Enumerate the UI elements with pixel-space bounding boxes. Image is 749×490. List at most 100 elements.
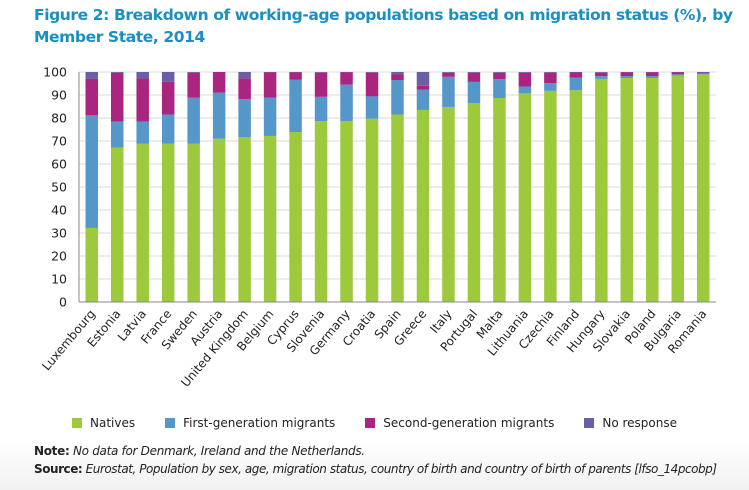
source: Source: Eurostat, Population by sex, age… <box>34 462 717 476</box>
bar-segment <box>212 138 226 302</box>
bar-segment <box>595 78 608 303</box>
bars <box>85 72 710 303</box>
bar-stack <box>85 72 98 302</box>
legend-swatch-no-response <box>584 418 595 428</box>
bar-stack <box>544 72 557 302</box>
y-tick-label: 100 <box>43 65 67 80</box>
y-tick-label: 90 <box>51 88 67 103</box>
bar-segment <box>85 78 98 116</box>
bar-segment <box>518 72 532 73</box>
figure-title: Figure 2: Breakdown of working-age popul… <box>34 6 733 46</box>
note-label: Note: <box>34 444 70 458</box>
bar-stack <box>646 72 659 302</box>
y-tick-label: 30 <box>51 226 67 241</box>
bar-segment <box>85 115 98 228</box>
bar-segment <box>467 81 481 104</box>
bar-segment <box>416 109 430 302</box>
bar-segment <box>85 72 98 79</box>
y-tick-label: 80 <box>51 111 67 126</box>
bar-stack <box>212 72 226 302</box>
y-axis-tick-labels: 0 10 20 30 40 50 60 70 80 90 100 <box>43 65 67 310</box>
bar-segment <box>238 99 251 138</box>
bar-segment <box>442 106 455 303</box>
y-tick-label: 60 <box>51 157 67 172</box>
bar-stack <box>467 72 481 302</box>
bar-segment <box>697 73 710 74</box>
bar-segment <box>416 72 430 86</box>
bar-segment <box>263 97 277 136</box>
bar-stack <box>314 72 328 302</box>
bar-segment <box>544 90 557 302</box>
bar-segment <box>110 147 124 302</box>
bar-segment <box>161 143 175 302</box>
bar-stack <box>442 72 455 303</box>
bar-segment <box>595 76 608 79</box>
bar-segment <box>544 83 557 91</box>
bar-segment <box>187 72 200 98</box>
bar-segment <box>85 227 98 302</box>
legend-swatch-first-generation <box>165 418 176 428</box>
y-tick-label: 0 <box>59 295 67 310</box>
bar-segment <box>620 77 634 302</box>
bar-segment <box>544 72 557 73</box>
bar-segment <box>365 96 379 119</box>
bar-segment <box>442 72 455 73</box>
bar-segment <box>238 78 251 100</box>
bar-segment <box>467 72 481 82</box>
legend: Natives First-generation migrants Second… <box>0 416 749 430</box>
bar-segment <box>646 76 659 78</box>
bar-segment <box>493 97 506 302</box>
legend-label: Second-generation migrants <box>383 416 555 430</box>
bar-stack <box>697 72 710 302</box>
y-tick-label: 50 <box>51 180 67 195</box>
legend-swatch-second-generation <box>365 418 376 428</box>
bar-segment <box>544 72 557 84</box>
bar-segment <box>187 72 200 73</box>
note: Note: No data for Denmark, Ireland and t… <box>34 444 365 458</box>
bar-stack <box>263 72 277 302</box>
bar-segment <box>187 97 200 144</box>
stacked-bar-chart: 0 10 20 30 40 50 60 70 80 90 100 LuxembourgEstonia… <box>39 65 716 390</box>
bar-stack <box>136 72 149 302</box>
bar-stack <box>365 72 379 302</box>
bar-segment <box>340 120 353 303</box>
bar-segment <box>493 72 506 73</box>
bar-segment <box>263 135 277 302</box>
bar-segment <box>314 72 328 97</box>
bar-segment <box>518 93 532 302</box>
legend-label: No response <box>602 416 677 430</box>
bar-stack <box>518 72 532 302</box>
bar-segment <box>365 72 379 73</box>
bar-stack <box>187 72 200 302</box>
bar-segment <box>467 103 481 302</box>
bar-segment <box>595 72 608 73</box>
bar-segment <box>238 72 251 79</box>
x-axis-tick-labels: LuxembourgEstoniaLatviaFranceSwedenAustr… <box>39 307 709 390</box>
bar-segment <box>289 132 302 302</box>
bar-stack <box>110 72 124 302</box>
bar-segment <box>416 89 430 110</box>
bar-segment <box>518 86 532 94</box>
legend-item-no-response: No response <box>584 416 677 430</box>
bar-segment <box>620 72 634 77</box>
bar-segment <box>314 121 328 302</box>
bar-segment <box>365 118 379 302</box>
bar-segment <box>314 72 328 73</box>
bar-segment <box>187 143 200 302</box>
footer-background <box>0 440 749 490</box>
bar-segment <box>161 72 175 82</box>
bar-stack <box>671 72 685 302</box>
legend-item-second-generation: Second-generation migrants <box>365 416 554 430</box>
bar-segment <box>467 72 481 73</box>
bar-segment <box>391 74 404 81</box>
bar-stack <box>620 72 634 302</box>
bar-segment <box>697 74 710 302</box>
legend-item-natives: Natives <box>72 416 135 430</box>
bar-segment <box>340 72 353 85</box>
bar-segment <box>391 114 404 302</box>
bar-segment <box>442 76 455 107</box>
bar-segment <box>697 72 710 74</box>
bar-segment <box>595 72 608 77</box>
bar-stack <box>238 72 251 302</box>
bar-segment <box>161 114 175 144</box>
